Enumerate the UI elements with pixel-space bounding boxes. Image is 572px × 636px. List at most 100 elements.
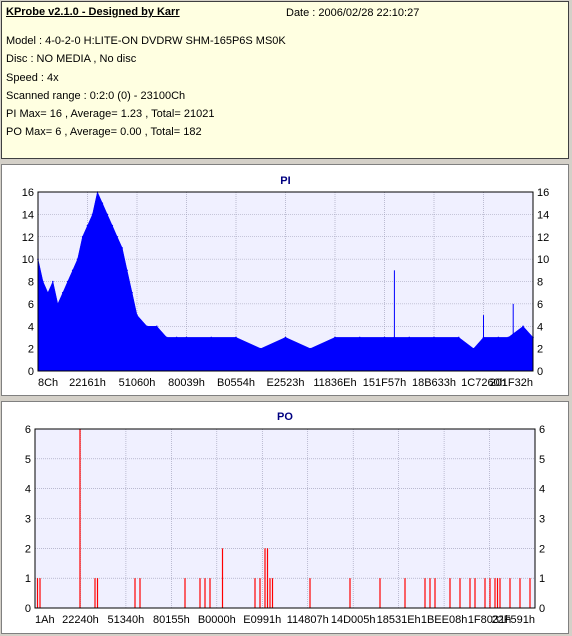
- pi-data-point: [383, 336, 386, 339]
- x-tick-label: 51340h: [108, 614, 145, 626]
- x-tick-label: 51060h: [119, 377, 156, 389]
- pi-data-point: [57, 303, 59, 305]
- y-tick-label-left: 2: [28, 344, 34, 356]
- pi-data-point: [81, 235, 84, 238]
- y-tick-label-left: 16: [22, 187, 34, 199]
- plot-frame: [34, 428, 536, 609]
- y-tick-label-left: 0: [25, 603, 31, 615]
- y-tick-label-left: 6: [25, 424, 31, 436]
- y-tick-label-left: 5: [25, 454, 31, 466]
- y-tick-label-right: 4: [537, 321, 543, 333]
- pi-data-point: [522, 325, 524, 328]
- pi-data-point: [165, 336, 168, 339]
- scan-date: Date : 2006/02/28 22:10:27: [286, 7, 420, 19]
- y-tick-label-right: 14: [537, 209, 549, 221]
- pi-data-point: [71, 269, 74, 272]
- x-tick-label: 22161h: [69, 377, 106, 389]
- pi-data-point: [66, 280, 69, 283]
- pi-data-point: [334, 336, 336, 339]
- pi-data-point: [472, 347, 475, 350]
- pi-data-point: [121, 247, 123, 249]
- pi-data-point: [126, 269, 128, 272]
- y-tick-label-left: 8: [28, 277, 34, 289]
- pi-chart-panel: PI 0 0 2 2 4 4 6 6 8 8 10 10 12 12 14 14 16 16 8Ch 22161h 510…: [1, 164, 569, 396]
- pi-data-point: [131, 291, 133, 294]
- pi-chart: PI 0 0 2 2 4 4 6 6 8 8 10 10 12 12 14 14 16 16 8Ch 22161h 510…: [22, 175, 550, 389]
- chart-title: PI: [280, 175, 290, 187]
- x-tick-label: 80039h: [168, 377, 205, 389]
- pi-data-point: [210, 336, 213, 339]
- pi-stats-line: PI Max= 16 , Average= 1.23 , Total= 2102…: [6, 108, 215, 121]
- x-tick-label: 22F591h: [492, 614, 535, 626]
- pi-data-point: [47, 291, 49, 294]
- pi-data-point: [497, 336, 500, 339]
- scanned-range-line: Scanned range : 0:2:0 (0) - 23100Ch: [6, 89, 186, 102]
- po-chart: PO 0 0 1 1 2 2 3 3 4 4 5 5 6 6 1Ah 22240h 51340h 80155h B00…: [25, 411, 545, 626]
- disc-line: Disc : NO MEDIA , No disc: [6, 53, 137, 66]
- y-tick-label-right: 6: [539, 424, 545, 436]
- x-tick-label: 18B633h: [412, 377, 456, 389]
- y-tick-label-left: 6: [28, 299, 34, 311]
- po-stats-line: PO Max= 6 , Average= 0.00 , Total= 182: [6, 126, 202, 139]
- x-tick-label: E0991h: [243, 614, 281, 626]
- x-tick-label: 80155h: [153, 614, 190, 626]
- y-tick-label-right: 0: [537, 366, 543, 378]
- y-tick-label-right: 8: [537, 277, 543, 289]
- pi-data-point: [284, 336, 287, 339]
- pi-data-point: [86, 224, 89, 227]
- pi-data-point: [76, 258, 79, 260]
- x-tick-label: 1F8031h: [468, 614, 511, 626]
- y-tick-label-left: 10: [22, 254, 34, 266]
- po-chart-panel: PO 0 0 1 1 2 2 3 3 4 4 5 5 6 6 1Ah 22240h 51340h 80155h B00…: [1, 401, 569, 634]
- y-tick-label-left: 4: [25, 484, 31, 496]
- x-tick-label: B0554h: [217, 377, 255, 389]
- speed-line: Speed : 4x: [6, 71, 59, 84]
- info-lines: Model : 4-0-2-0 H:LITE-ON DVDRW SHM-165P…: [6, 32, 286, 142]
- pi-data-point: [61, 291, 64, 294]
- x-tick-label: 201F32h: [490, 377, 533, 389]
- y-tick-label-left: 1: [25, 573, 31, 585]
- pi-data-point: [136, 314, 138, 316]
- pi-data-point: [146, 325, 148, 328]
- x-tick-label: E2523h: [267, 377, 305, 389]
- y-tick-label-left: 2: [25, 543, 31, 555]
- pi-data-point: [507, 336, 510, 339]
- pi-data-point: [91, 213, 94, 216]
- y-tick-label-right: 4: [539, 484, 545, 496]
- pi-data-point: [106, 213, 109, 216]
- y-tick-label-left: 12: [22, 232, 34, 244]
- x-tick-label: 11836Eh: [313, 377, 356, 389]
- pi-data-point: [42, 280, 44, 283]
- x-tick-label: 114807h: [287, 614, 329, 626]
- y-tick-label-left: 0: [28, 366, 34, 378]
- model-line: Model : 4-0-2-0 H:LITE-ON DVDRW SHM-165P…: [6, 35, 286, 47]
- pi-data-point: [156, 325, 158, 328]
- pi-data-point: [408, 336, 411, 339]
- x-tick-label: 151F57h: [363, 377, 406, 389]
- y-tick-label-right: 2: [539, 543, 545, 555]
- x-tick-label: 18531Eh: [377, 614, 421, 626]
- pi-data-point: [101, 202, 104, 204]
- y-tick-label-right: 1: [539, 573, 545, 585]
- y-tick-label-right: 0: [539, 603, 545, 615]
- pi-data-point: [175, 336, 178, 339]
- x-tick-label: B0000h: [198, 614, 236, 626]
- pi-data-point: [52, 280, 54, 283]
- info-panel: KProbe v2.1.0 - Designed by Karr Date : …: [1, 1, 569, 159]
- x-tick-label: 14D005h: [331, 614, 376, 626]
- x-tick-label: 22240h: [62, 614, 99, 626]
- y-tick-label-left: 3: [25, 514, 31, 526]
- pi-data-point: [309, 347, 312, 350]
- pi-data-point: [185, 336, 188, 339]
- pi-data-point: [259, 347, 262, 350]
- y-tick-label-right: 5: [539, 454, 545, 466]
- y-tick-label-left: 14: [22, 209, 34, 221]
- pi-data-point: [358, 336, 361, 339]
- x-tick-label: 1Ah: [35, 614, 55, 626]
- pi-data-point: [433, 336, 435, 339]
- x-tick-label: 1C7260h: [461, 377, 506, 389]
- y-tick-label-right: 10: [537, 254, 549, 266]
- y-tick-label-right: 6: [537, 299, 543, 311]
- plot-frame: [37, 191, 534, 372]
- y-tick-label-right: 16: [537, 187, 549, 199]
